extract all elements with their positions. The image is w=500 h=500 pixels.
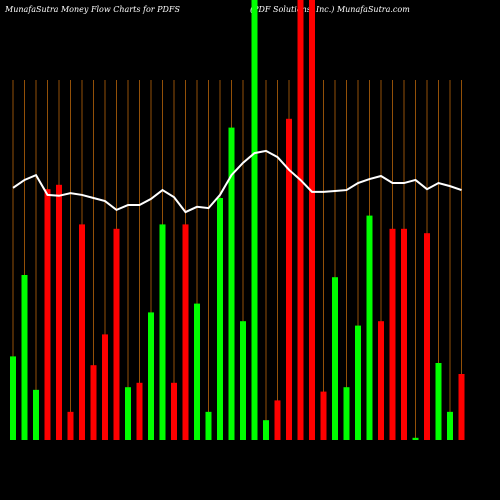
bar [355, 325, 361, 440]
chart-subtitle: (PDF Solutions, Inc.) MunafaSutra.com [250, 5, 410, 14]
bar [148, 312, 154, 440]
bar [79, 224, 85, 440]
bar [10, 356, 16, 440]
bar [90, 365, 97, 440]
bar [458, 374, 465, 440]
bar [412, 437, 419, 440]
bar [378, 321, 384, 440]
bar [67, 411, 74, 440]
bar [286, 118, 292, 441]
line [12, 149, 462, 214]
bar [228, 127, 235, 440]
bar [309, 0, 315, 440]
bar [171, 382, 177, 440]
bar [113, 228, 120, 440]
bar [332, 277, 338, 440]
bar [44, 189, 51, 440]
bar [217, 198, 223, 440]
bar [447, 411, 453, 440]
bar [102, 334, 108, 440]
bar [251, 0, 258, 440]
bar [33, 389, 39, 440]
bar [125, 387, 131, 440]
bar [182, 224, 189, 440]
bar [136, 382, 143, 440]
bar [343, 387, 350, 440]
bar [366, 215, 373, 440]
chart-title: MunafaSutra Money Flow Charts for PDFS [4, 5, 180, 14]
bar [435, 363, 442, 440]
bar [159, 224, 166, 440]
bar [297, 0, 304, 440]
bar [240, 321, 246, 440]
bar [194, 303, 200, 440]
bar [263, 420, 269, 440]
bar [205, 411, 212, 440]
bar [56, 184, 62, 440]
bar [401, 228, 407, 440]
bar [424, 233, 430, 440]
bar [389, 228, 396, 440]
bar [320, 391, 327, 440]
bar [274, 400, 281, 440]
bar [21, 275, 28, 440]
